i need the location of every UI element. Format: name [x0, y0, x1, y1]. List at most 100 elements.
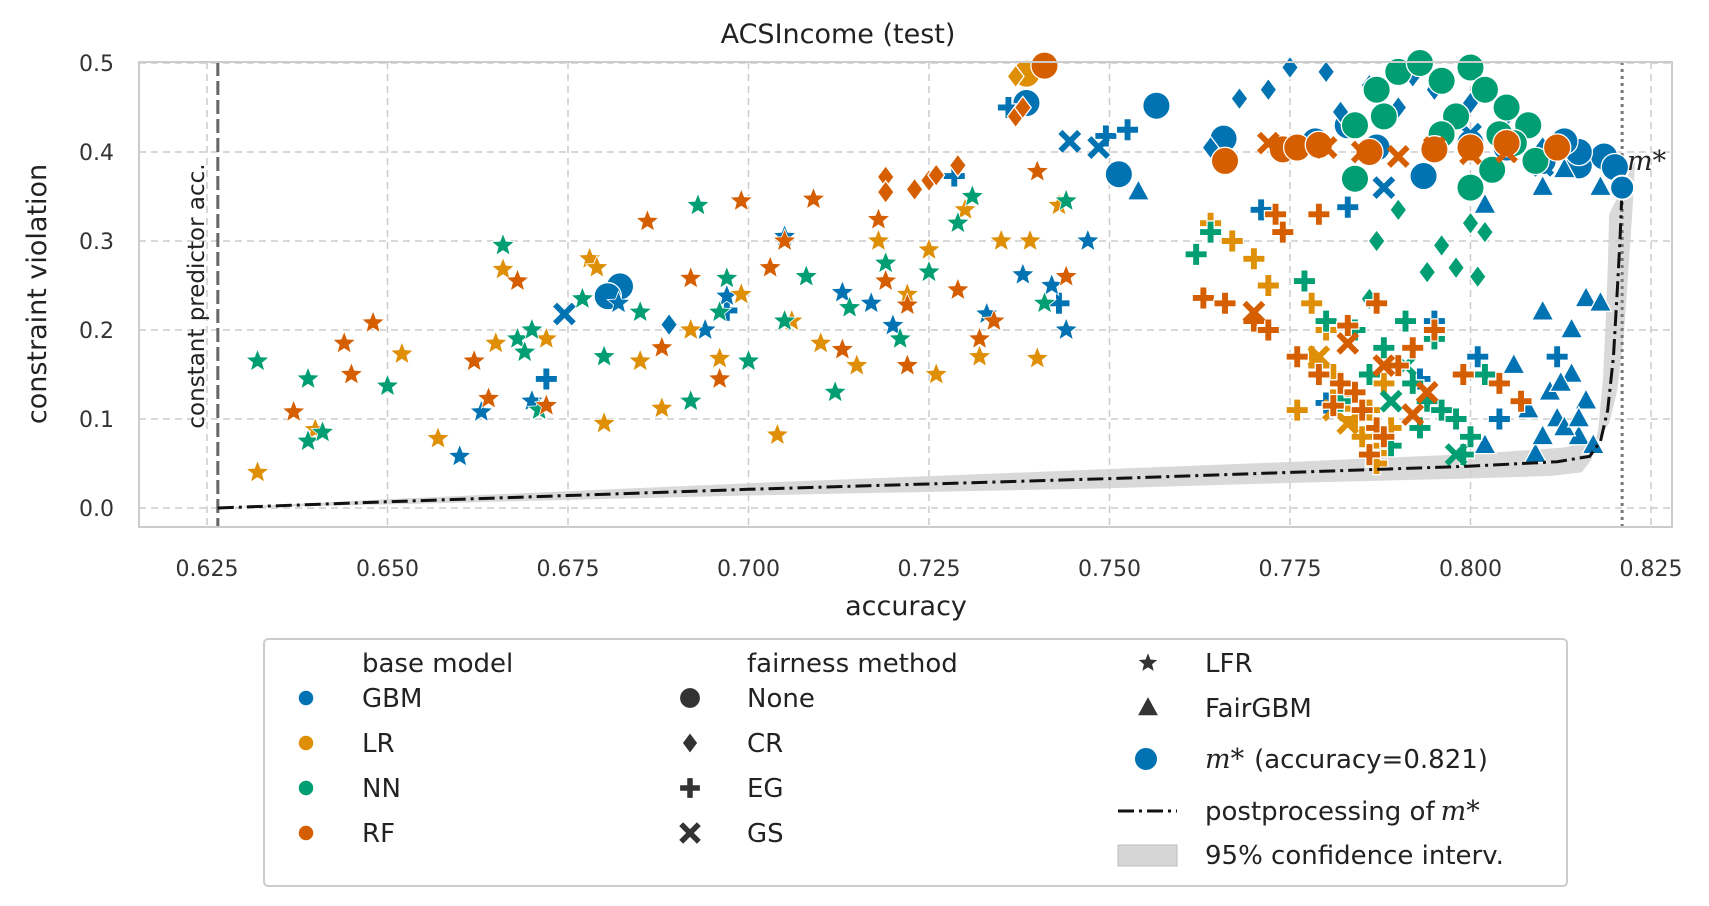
- x-mark-stroke: [1242, 300, 1266, 324]
- rf-lfr-point: [967, 325, 993, 350]
- lr-lfr-point: [490, 256, 516, 281]
- lr-lfr-point: [952, 196, 978, 221]
- reference-lines: [216, 62, 1624, 527]
- postprocessing-curve: [217, 187, 1624, 510]
- nn-lfr-point: [793, 263, 819, 288]
- legend-m-star-symbol: m*: [1205, 744, 1245, 775]
- nn-lfr-point: [707, 299, 733, 323]
- gbm-fairgbm-point: [1552, 156, 1577, 179]
- nn-cr-point: [1432, 233, 1451, 258]
- rf-none-point: [1210, 146, 1240, 176]
- y-tick-label: 0.1: [79, 408, 114, 433]
- nn-none-point: [1521, 146, 1550, 176]
- rf-lfr-point: [945, 276, 971, 301]
- m-star-label: m*: [1627, 146, 1667, 177]
- gbm-cr-point: [1389, 95, 1408, 120]
- rf-lfr-point: [476, 385, 502, 410]
- rf-lfr-point: [981, 308, 1007, 332]
- chart-title: ACSIncome (test): [721, 19, 956, 50]
- legend-method-marker-lfr: [1136, 651, 1160, 673]
- y-tick-label: 0.5: [79, 52, 114, 77]
- legend-base-model-header: base model: [362, 649, 513, 679]
- rf-cr-point: [927, 162, 946, 188]
- nn-eg-point: [1198, 220, 1223, 244]
- axis-ticks: 0.625 0.650 0.675 0.700 0.725 0.750 0.775 0.800…: [79, 52, 1682, 582]
- rf-eg-point: [1422, 318, 1447, 342]
- nn-lfr-point: [512, 339, 538, 363]
- legend-model-marker-lr: [297, 734, 315, 752]
- lr-lfr-point: [728, 281, 754, 305]
- rf-lfr-point: [772, 227, 798, 252]
- rf-lfr-point: [504, 267, 530, 292]
- gbm-fairgbm-point: [1501, 352, 1526, 375]
- lr-eg-point: [1242, 246, 1266, 271]
- x-mark-stroke: [552, 302, 576, 326]
- lr-lfr-point: [245, 459, 271, 483]
- legend-method-marker-fairgbm: [1135, 694, 1161, 717]
- nn-gs-point: [1379, 389, 1403, 413]
- gbm-fairgbm-point: [1548, 369, 1573, 393]
- lr-lfr-point: [967, 343, 993, 368]
- legend-curve-text: postprocessing of: [1205, 797, 1435, 827]
- gbm-fairgbm-point: [1126, 178, 1151, 201]
- rf-eg-point: [1191, 286, 1216, 310]
- nn-lfr-point: [310, 419, 335, 443]
- lr-lfr-point: [865, 227, 891, 252]
- lr-lfr-point: [591, 410, 617, 435]
- nn-lfr-point: [822, 379, 848, 403]
- nn-lfr-point: [959, 183, 985, 208]
- x-mark-stroke: [1401, 403, 1425, 426]
- gbm-fairgbm-point: [1588, 174, 1613, 197]
- gbm-fairgbm-point: [1573, 285, 1599, 308]
- rf-gs-point: [1415, 380, 1439, 404]
- nn-lfr-point: [1032, 290, 1057, 314]
- gbm-gs-point: [1087, 136, 1111, 159]
- nn-eg-point: [1408, 416, 1432, 440]
- x-mark-stroke: [1336, 412, 1360, 435]
- lr-cr-point: [1006, 64, 1025, 89]
- lr-lfr-point: [844, 352, 870, 377]
- rf-cr-point: [1013, 95, 1033, 120]
- legend-ci-text: 95% confidence interv.: [1205, 841, 1504, 871]
- nn-none-point: [1340, 164, 1370, 193]
- legend-base-models: GBM LR NN RF: [297, 684, 422, 849]
- nn-eg-point: [1444, 407, 1468, 431]
- nn-eg-point: [1184, 242, 1208, 267]
- confidence-band-layer: [217, 160, 1636, 508]
- gbm-cr-point: [1331, 99, 1350, 125]
- gbm-cr-point: [1259, 77, 1278, 102]
- gbm-eg-point: [1545, 344, 1569, 369]
- y-tick-label: 0.2: [79, 319, 114, 344]
- gbm-gs-point: [1372, 176, 1396, 199]
- nn-lfr-point: [736, 348, 761, 372]
- nn-eg-point: [1393, 309, 1418, 333]
- legend-fairness-header: fairness method: [747, 649, 958, 679]
- gbm-eg-point: [534, 367, 559, 391]
- gbm-eg-point: [1094, 124, 1118, 148]
- gbm-fairgbm-point: [1573, 387, 1599, 410]
- x-tick-label: 0.800: [1439, 557, 1502, 582]
- lr-eg-point: [1299, 291, 1324, 316]
- rf-gs-point: [1401, 403, 1425, 426]
- lr-eg-point: [1256, 273, 1281, 298]
- rf-gs-point: [1350, 140, 1374, 164]
- rf-lfr-point: [634, 208, 660, 232]
- rf-none-point: [1355, 137, 1384, 167]
- rf-lfr-point: [649, 334, 675, 359]
- nn-lfr-point: [685, 192, 711, 216]
- nn-lfr-point: [945, 210, 971, 234]
- nn-lfr-point: [887, 325, 913, 350]
- lr-lfr-point: [764, 421, 790, 446]
- rf-none-point: [1542, 133, 1572, 162]
- rf-lfr-point: [894, 292, 920, 316]
- legend-curve-m-star: m*: [1441, 796, 1481, 827]
- x-mark-stroke: [1058, 129, 1082, 153]
- lr-lfr-point: [627, 348, 653, 372]
- nn-none-point: [1369, 102, 1399, 131]
- rf-cr-point: [948, 153, 968, 178]
- nn-cr-point: [1367, 228, 1386, 254]
- x-tick-label: 0.725: [898, 557, 961, 582]
- rf-eg-point: [1270, 220, 1295, 244]
- gbm-lfr-point: [1010, 261, 1036, 286]
- nn-lfr-point: [375, 373, 400, 397]
